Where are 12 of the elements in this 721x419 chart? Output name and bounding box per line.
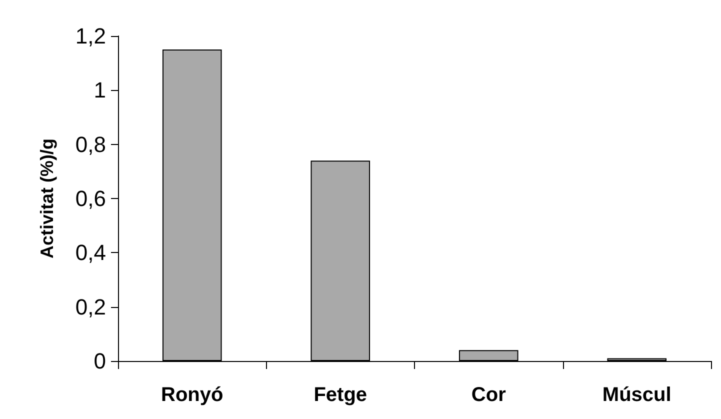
x-tick-label: Ronyó <box>161 384 224 406</box>
x-tick-label: Cor <box>471 384 506 406</box>
x-tick-label: Múscul <box>602 384 672 406</box>
x-tick-label: Fetge <box>314 384 368 406</box>
y-axis-title: Activitat (%)/g <box>37 138 57 259</box>
y-tick-label: 0,4 <box>75 240 106 266</box>
y-tick-label: 1 <box>94 78 106 103</box>
y-tick-label: 0,8 <box>75 132 106 157</box>
y-tick-label: 0,2 <box>75 294 106 320</box>
y-tick-label: 0 <box>94 348 106 374</box>
y-tick-label: 0,6 <box>75 186 106 211</box>
y-tick-label: 1,2 <box>75 24 106 48</box>
